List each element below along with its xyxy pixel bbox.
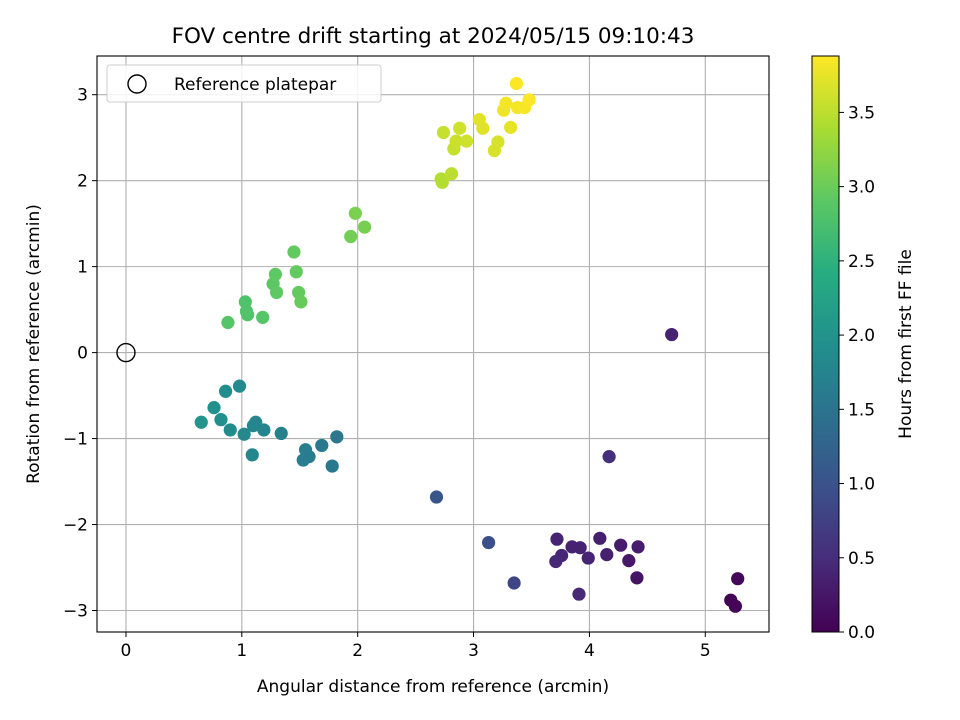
data-point [241, 308, 255, 322]
colorbar-tick-label: 2.5 [848, 252, 875, 272]
data-point [504, 120, 518, 134]
data-point [614, 538, 628, 552]
data-point [665, 327, 679, 342]
reference-point-marker [116, 342, 136, 363]
data-point [245, 448, 259, 462]
x-tick-label: 0 [121, 641, 132, 661]
colorbar-tick-label: 3.5 [848, 103, 875, 123]
x-tick-label: 5 [700, 641, 711, 661]
legend-open-circle-marker [127, 74, 147, 94]
data-point [256, 310, 270, 324]
data-point [274, 426, 288, 441]
y-axis-ticks: −3 −2 −1 0 1 2 3 [63, 86, 97, 622]
data-point [289, 265, 303, 279]
data-point [214, 413, 228, 427]
data-point [223, 423, 237, 437]
data-point [194, 415, 208, 429]
data-point [268, 267, 283, 281]
y-tick-label: 1 [77, 258, 88, 278]
data-point [630, 571, 644, 585]
colorbar: 0.0 0.5 1.0 1.5 2.0 2.5 3.0 3.5 Hours from firs… [811, 55, 916, 643]
colorbar-tick-label: 0.0 [848, 623, 875, 643]
y-tick-label: 2 [77, 172, 88, 192]
colorbar-gradient [811, 55, 840, 633]
data-point [482, 535, 496, 550]
colorbar-tick-label: 3.0 [848, 178, 875, 198]
x-axis-label: Angular distance from reference (arcmin) [257, 677, 609, 697]
data-point [344, 229, 358, 244]
data-point [593, 531, 607, 545]
x-tick-label: 2 [352, 641, 363, 661]
data-point [444, 167, 459, 181]
data-point [207, 401, 221, 415]
data-point [348, 206, 362, 220]
y-axis-label: Rotation from reference (arcmin) [24, 204, 44, 484]
legend-box [106, 64, 382, 103]
data-point [522, 93, 536, 107]
plot-frame [96, 55, 770, 633]
y-tick-label: −3 [63, 602, 88, 622]
data-point [435, 175, 449, 189]
data-point [731, 572, 745, 586]
data-point [298, 443, 313, 457]
data-points [194, 76, 745, 613]
data-point [631, 540, 645, 554]
y-tick-label: 3 [77, 86, 88, 106]
data-point [246, 419, 261, 433]
data-point [622, 554, 636, 568]
data-point [429, 490, 444, 504]
data-point [436, 125, 451, 140]
data-point [600, 548, 614, 562]
data-point [296, 453, 310, 467]
data-point [499, 96, 513, 110]
y-tick-label: −2 [63, 516, 88, 536]
legend-label: Reference platepar [174, 75, 336, 95]
colorbar-label: Hours from first FF file [896, 249, 916, 439]
chart-title: FOV centre drift starting at 2024/05/15 … [172, 24, 695, 49]
colorbar-tick-label: 2.0 [848, 326, 875, 346]
data-point [509, 76, 524, 91]
y-tick-label: −1 [63, 430, 88, 450]
data-point [491, 135, 505, 149]
data-point [602, 450, 616, 464]
x-axis-ticks: 0 1 2 3 4 5 [121, 632, 711, 661]
data-point [269, 285, 284, 300]
data-point [221, 315, 235, 330]
data-point [581, 551, 595, 565]
data-point [549, 554, 563, 569]
colorbar-tick-label: 1.0 [848, 475, 875, 495]
x-tick-label: 4 [584, 641, 595, 661]
data-point [453, 121, 467, 135]
data-point [330, 430, 344, 444]
colorbar-tick-label: 1.5 [848, 400, 875, 420]
colorbar-tick-label: 0.5 [848, 549, 875, 569]
data-point [287, 245, 301, 259]
data-point [550, 532, 564, 546]
data-point [507, 576, 521, 590]
data-point [728, 599, 743, 613]
data-point [565, 540, 579, 554]
colorbar-ticks: 0.0 0.5 1.0 1.5 2.0 2.5 3.0 3.5 [839, 103, 875, 643]
grid [97, 56, 769, 632]
data-point [460, 134, 474, 148]
data-point [237, 427, 251, 441]
data-point [572, 587, 586, 601]
data-point [476, 121, 490, 135]
x-tick-label: 3 [468, 641, 479, 661]
data-point [315, 438, 329, 453]
data-point [294, 295, 308, 309]
y-tick-label: 0 [77, 344, 88, 364]
data-point [449, 134, 463, 148]
data-point [325, 459, 339, 473]
data-point [219, 384, 233, 398]
x-tick-label: 1 [236, 641, 247, 661]
data-point [232, 379, 247, 393]
legend: Reference platepar [106, 64, 382, 103]
data-point [358, 220, 372, 234]
